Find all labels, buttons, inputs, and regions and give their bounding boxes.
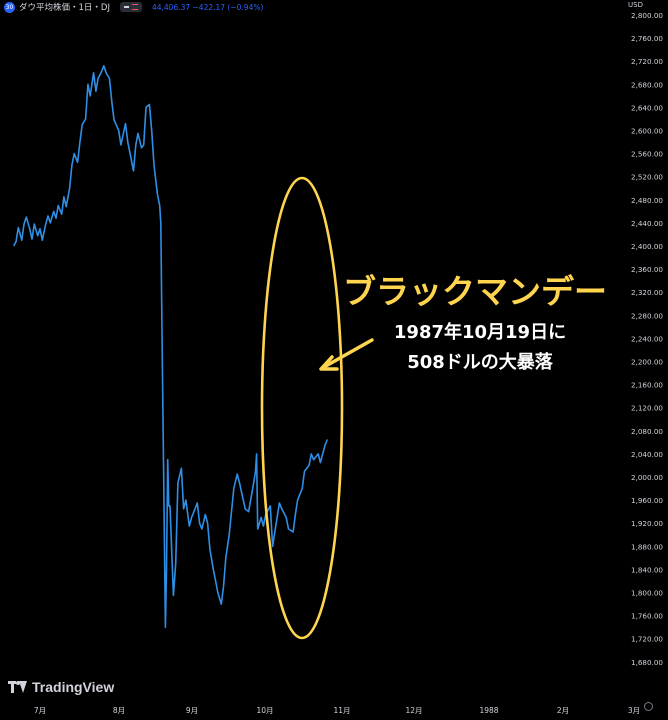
price-axis-label: 2,320.00 [631,288,663,297]
time-axis-label: 7月 [34,706,46,715]
time-axis-label: 12月 [405,706,422,715]
price-axis-label: 1,840.00 [631,565,663,574]
price-axis-label: 2,640.00 [631,103,663,112]
arrow-icon [319,338,374,371]
annotation-subtitle: 1987年10月19日に 508ドルの大暴落 [360,318,600,378]
time-axis-label: 1988 [479,706,498,715]
price-axis-label: 2,800.00 [631,11,663,20]
symbol-title[interactable]: ダウ平均株価・1日・DJ [19,3,110,13]
time-axis-label: 2月 [557,706,569,715]
price-axis-label: 2,560.00 [631,150,663,159]
currency-label[interactable]: USD [628,1,643,9]
watermark-text: TradingView [32,679,115,695]
annotation-line-1: 1987年10月19日に [393,322,567,343]
price-axis-label: 2,200.00 [631,358,663,367]
chart-header: 30 ダウ平均株価・1日・DJ 44,406.37 −422.17 (−0.94… [4,0,263,14]
price-axis-label: 2,440.00 [631,219,663,228]
price-axis-label: 2,480.00 [631,196,663,205]
price-axis-label: 2,000.00 [631,473,663,482]
equal-icon [131,4,138,10]
time-axis-label: 11月 [333,706,350,715]
price-axis-label: 1,680.00 [631,658,663,667]
time-axis-label: 10月 [256,706,273,715]
price-axis-label: 2,400.00 [631,242,663,251]
price-axis-label: 2,080.00 [631,427,663,436]
annotation-title: ブラックマンデー [343,272,607,311]
price-axis-label: 2,720.00 [631,57,663,66]
price-axis-label: 2,160.00 [631,381,663,390]
price-axis-label: 1,920.00 [631,519,663,528]
price-axis-label: 2,600.00 [631,127,663,136]
highlight-ellipse [260,176,344,640]
price-axis-label: 2,280.00 [631,311,663,320]
price-axis-label: 2,240.00 [631,334,663,343]
price-readout: 44,406.37 −422.17 (−0.94%) [151,2,264,12]
time-axis-label: 9月 [186,706,198,715]
time-axis-label: 3月 [628,706,640,715]
price-axis-label: 2,680.00 [631,80,663,89]
tradingview-logo[interactable]: TradingView [8,679,114,695]
tradingview-logo-icon [8,681,28,693]
minus-icon [123,6,129,8]
price-axis-label: 1,880.00 [631,542,663,551]
price-axis-label: 2,120.00 [631,404,663,413]
price-line [13,65,329,628]
price-axis-label: 1,960.00 [631,496,663,505]
legend-toggle[interactable] [119,2,142,12]
price-axis-label: 2,520.00 [631,173,663,182]
annotation-line-2: 508ドルの大暴落 [407,352,553,373]
price-axis-label: 1,760.00 [631,612,663,621]
time-axis-label: 8月 [113,706,125,715]
price-axis-label: 1,800.00 [631,589,663,598]
price-axis-label: 2,760.00 [631,34,663,43]
price-axis-label: 2,360.00 [631,265,663,274]
settings-icon[interactable] [644,702,653,711]
price-axis-label: 2,040.00 [631,450,663,459]
price-axis-label: 1,720.00 [631,635,663,644]
symbol-badge: 30 [4,1,15,13]
